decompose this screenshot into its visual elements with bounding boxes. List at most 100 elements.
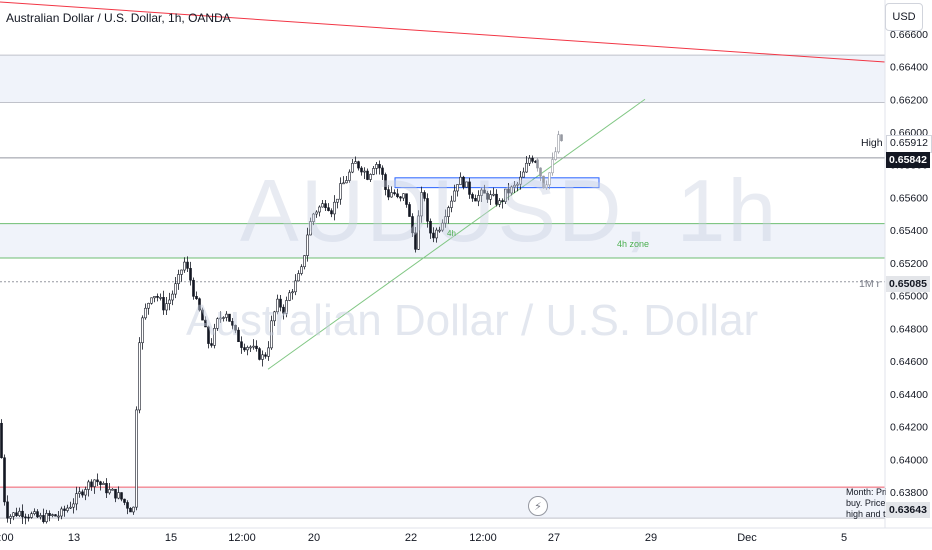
candle [114,488,117,499]
candle [513,184,516,188]
candle [396,193,399,198]
candle [387,189,390,198]
candle [228,313,231,322]
candle [231,321,234,326]
resistance-trendline [0,1,886,63]
candle [168,299,171,304]
time-tick-label: 12:00 [469,532,497,544]
candle [501,200,504,202]
candle [495,193,498,205]
candle [339,183,342,200]
candle [504,188,507,202]
candle [57,515,60,518]
candle [180,269,183,275]
projection-candle [539,167,542,177]
candle [471,194,474,199]
order-block-box [394,177,600,189]
candle [12,512,15,517]
candle [363,170,366,173]
candle [294,280,297,293]
candles-layer [0,130,563,525]
price-tick-label: 0.64200 [890,422,928,434]
candle [171,293,174,301]
candle [411,216,414,234]
candle [351,163,354,173]
candle [129,507,132,513]
candle [345,180,348,184]
candle [393,192,396,195]
candle [153,296,156,299]
candle [45,513,48,523]
candle [18,510,21,516]
currency-button[interactable]: USD [885,3,923,31]
candle [222,317,225,319]
candle [147,302,150,309]
candle [243,347,246,351]
time-tick-label: 13 [68,532,80,544]
candle [204,319,207,328]
candle [264,354,267,357]
candle [315,211,318,215]
projection-candle [557,134,560,153]
candle [237,329,240,343]
candle [108,489,111,494]
time-tick-label: 20 [308,532,320,544]
time-tick-label: Dec [737,532,757,544]
candle [165,303,168,311]
candle [267,347,270,357]
candle [282,306,285,314]
lightning-icon[interactable]: ⚡ [528,496,548,516]
price-tick-label: 0.65200 [890,258,928,270]
time-tick-label: 5 [841,532,847,544]
candle [279,298,282,308]
projection-candle [542,175,545,188]
candle [429,220,432,234]
candle [444,216,447,224]
candle [162,297,165,311]
candle [21,510,24,518]
candle [528,157,531,164]
watermark-name: Australian Dollar / U.S. Dollar [186,296,759,345]
month-note: Month: Pri buy. Price high and th [846,487,886,523]
note-line: Month: Pri [846,487,886,497]
candle [60,508,63,517]
candle [141,317,144,344]
candle [258,348,261,360]
candle [360,167,363,173]
candle [405,193,408,205]
support-trendline [267,98,646,370]
price-axis[interactable]: 0.666000.664000.662000.660000.658000.656… [884,0,932,528]
candle [213,328,216,346]
candle [408,204,411,217]
candle [192,279,195,297]
price-tick-label: 0.64800 [890,323,928,335]
candle [123,498,126,503]
price-tick-label: 0.63800 [890,487,928,499]
candle [207,326,210,344]
candle [261,354,264,360]
candle [468,181,471,195]
candle [303,255,306,268]
time-tick-label: 12:00 [228,532,256,544]
price-tick-label: 0.66600 [890,29,928,41]
candle [6,501,9,519]
price-axis-bg [885,0,932,528]
candle [306,234,309,256]
candle [291,291,294,294]
time-axis[interactable]: :00 13 15 12:00 20 22 12:00 27 29 Dec 5 [0,527,932,550]
candle [9,516,12,519]
candle [516,183,519,186]
candle [81,491,84,496]
candle [420,192,423,217]
candle [102,483,105,485]
projection-candle [536,159,539,169]
candle [249,346,252,349]
candle [372,168,375,175]
candle [330,210,333,215]
candle [417,215,420,250]
candle [531,157,534,162]
candle [159,297,162,299]
candle [225,313,228,318]
candle [447,207,450,217]
